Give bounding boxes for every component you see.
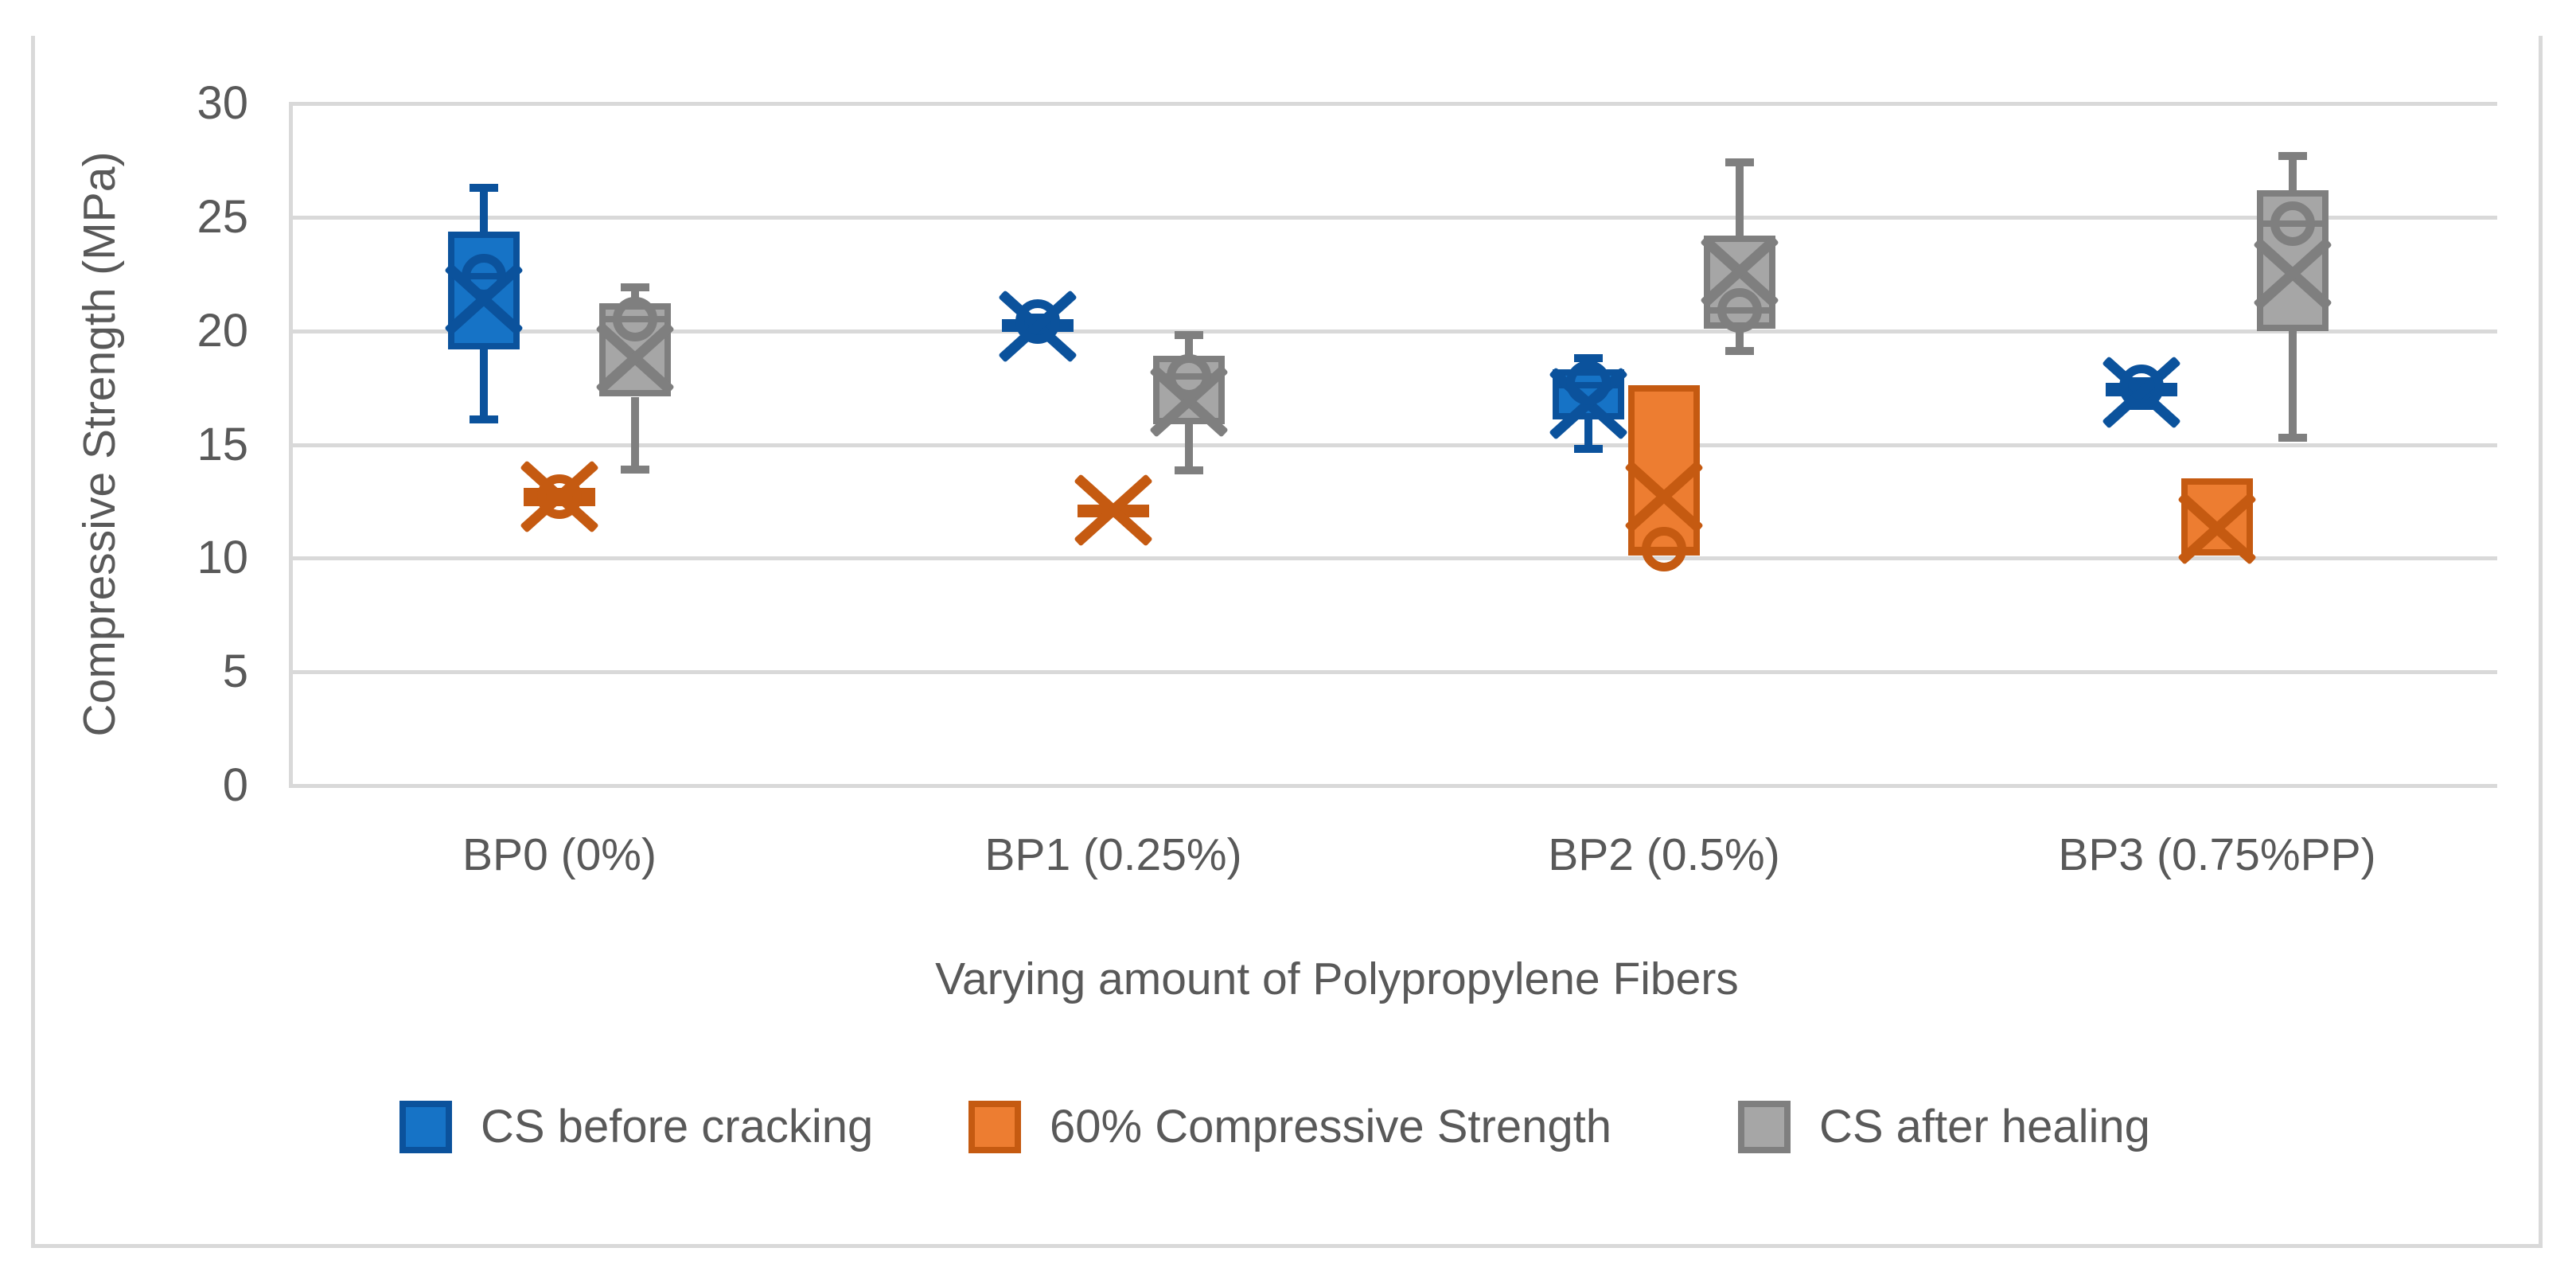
x-tick-label: BP3 (0.75%PP) (2058, 829, 2376, 880)
whisker-upper (480, 187, 488, 232)
whisker-cap-bottom (470, 415, 498, 424)
legend-item-60pct-compressive-strength: 60% Compressive Strength (968, 1101, 1611, 1153)
whisker-cap-top (621, 283, 649, 292)
y-tick-label: 30 (197, 77, 248, 129)
outlier-circle-icon (2270, 201, 2315, 247)
outlier-circle-icon (613, 297, 657, 342)
x-axis-line (289, 784, 2497, 788)
whisker-upper (2289, 155, 2297, 190)
y-axis-title: Compressive Strength (MPa) (74, 151, 125, 737)
whisker-cap-top (1725, 158, 1754, 167)
legend-item-cs-after-healing: CS after healing (1738, 1101, 2150, 1153)
y-tick-label: 20 (197, 304, 248, 357)
gridline (289, 556, 2497, 561)
whisker-upper (1185, 335, 1193, 357)
outlier-circle-icon (1015, 299, 1060, 345)
outlier-circle-icon (2119, 364, 2164, 409)
y-tick-label: 0 (222, 759, 248, 811)
mean-x-icon (2253, 237, 2332, 310)
x-tick-label: BP0 (0%) (462, 829, 657, 880)
whisker-cap-bottom (2278, 433, 2307, 442)
x-tick-label: BP1 (0.25%) (984, 829, 1242, 880)
mean-x-icon (1624, 460, 1704, 533)
median-line (2181, 549, 2253, 556)
gridline (289, 102, 2497, 106)
outlier-circle-icon (1167, 353, 1211, 399)
legend-item-cs-before-cracking: CS before cracking (399, 1101, 873, 1153)
whisker-lower (631, 396, 639, 470)
whisker-cap-top (1574, 353, 1603, 362)
outlier-circle-icon (1717, 287, 1762, 333)
whisker-cap-bottom (621, 465, 649, 474)
whisker-lower (1584, 419, 1592, 450)
whisker-cap-top (2278, 151, 2307, 160)
outlier-circle-icon (1566, 361, 1611, 406)
y-tick-label: 15 (197, 418, 248, 470)
whisker-cap-bottom (1175, 466, 1203, 475)
outlier-circle-icon (462, 254, 506, 299)
y-tick-label: 25 (197, 190, 248, 243)
legend-label: CS after healing (1819, 1101, 2150, 1152)
gridline (289, 215, 2497, 220)
x-axis-title: Varying amount of Polypropylene Fibers (935, 953, 1739, 1004)
y-axis-line (289, 103, 293, 788)
outlier-circle-icon (1642, 526, 1686, 571)
whisker-lower (480, 349, 488, 420)
legend-swatch-gray-icon (1738, 1101, 1791, 1153)
mean-x-icon (2177, 492, 2257, 565)
whisker-cap-bottom (1574, 445, 1603, 454)
x-tick-label: BP2 (0.5%) (1548, 829, 1780, 880)
legend-label: CS before cracking (481, 1101, 874, 1152)
mean-x-icon (1074, 474, 1153, 547)
gridline (289, 329, 2497, 333)
whisker-lower (2289, 330, 2297, 438)
gridline (289, 670, 2497, 675)
whisker-lower (1185, 423, 1193, 471)
legend-swatch-blue-icon (399, 1101, 452, 1153)
legend-swatch-orange-icon (968, 1101, 1021, 1153)
outlier-circle-icon (537, 474, 582, 520)
whisker-lower (1736, 328, 1744, 352)
whisker-cap-top (470, 183, 498, 192)
y-tick-label: 10 (197, 532, 248, 584)
y-tick-label: 5 (222, 645, 248, 698)
legend-label: 60% Compressive Strength (1050, 1101, 1611, 1152)
whisker-upper (1736, 162, 1744, 236)
whisker-cap-bottom (1725, 347, 1754, 356)
whisker-upper (631, 287, 639, 304)
chart-outer-border (31, 36, 2543, 1248)
gridline (289, 443, 2497, 447)
whisker-cap-top (1175, 331, 1203, 340)
